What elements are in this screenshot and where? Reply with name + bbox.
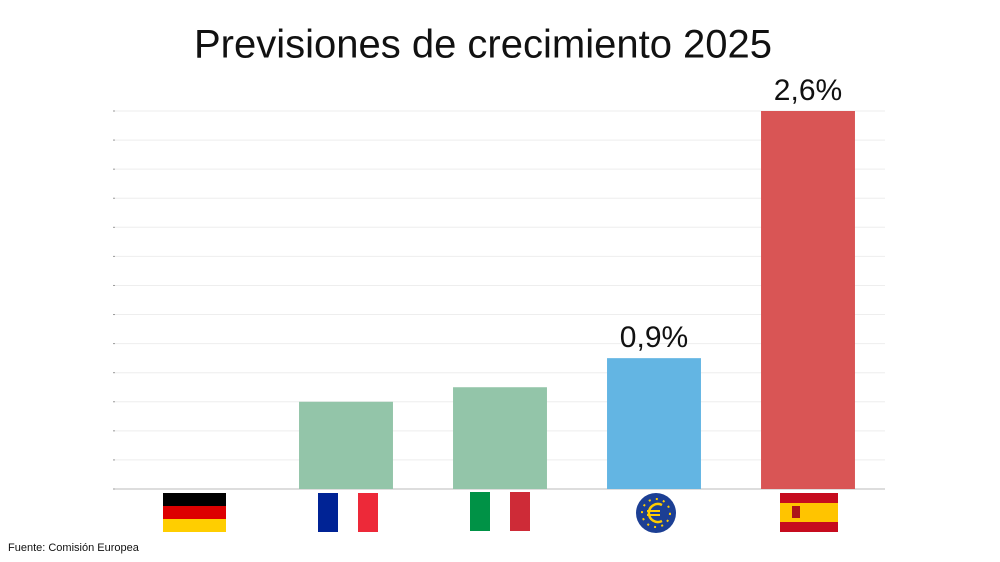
flag-eu: [636, 493, 676, 533]
value-label: 2,6%: [774, 74, 842, 107]
bar: [761, 111, 855, 489]
flag-germany: [163, 493, 226, 532]
flag-france: [318, 493, 378, 532]
bar: [453, 387, 547, 489]
bar: [299, 401, 393, 489]
flags: [163, 492, 838, 533]
source: Fuente: Comisión Europea: [8, 542, 140, 554]
bar: [607, 358, 701, 489]
flag-italy: [470, 492, 530, 531]
flag-spain: [780, 493, 838, 532]
value-label: 0,9%: [620, 321, 688, 354]
chart-title: Previsiones de crecimiento 2025: [194, 23, 772, 67]
